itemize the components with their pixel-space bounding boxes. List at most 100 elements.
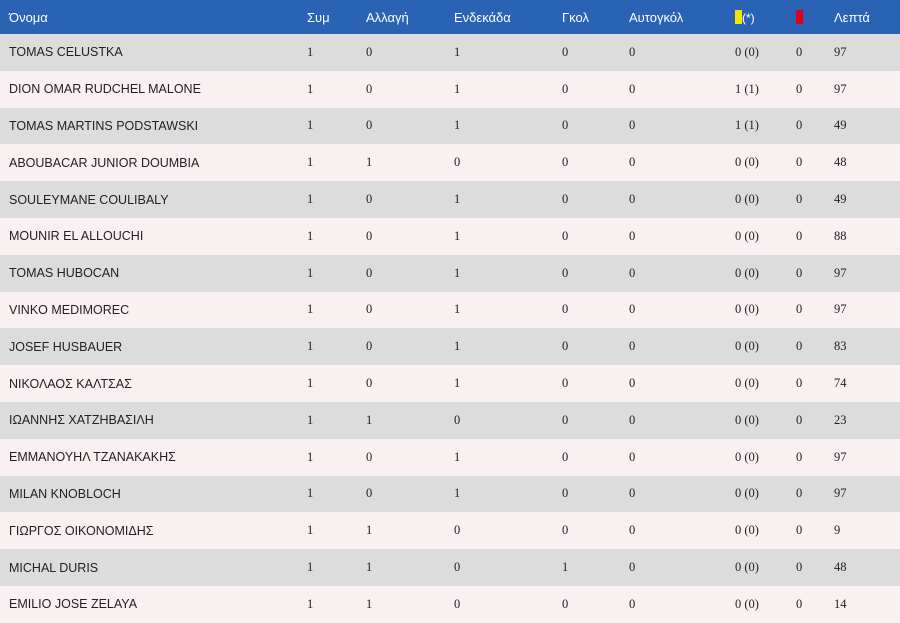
player-yellow-cards: 0 (0) <box>735 523 759 538</box>
player-substitute: 1 <box>366 560 373 575</box>
player-name[interactable]: VINKO MEDIMOREC <box>9 302 130 317</box>
table-row: DION OMAR RUDCHEL MALONE 1 0 1 0 0 1 (1) 0 97 <box>0 70 900 108</box>
player-minutes: 97 <box>834 449 847 464</box>
player-red-cards: 0 <box>796 265 803 280</box>
player-yellow-cards: 0 (0) <box>735 560 759 575</box>
player-own-goals: 0 <box>629 302 636 317</box>
player-own-goals: 0 <box>629 449 636 464</box>
table-row: VINKO MEDIMOREC 1 0 1 0 0 0 (0) 0 97 <box>0 291 900 329</box>
player-own-goals: 0 <box>629 155 636 170</box>
player-minutes: 83 <box>834 339 847 354</box>
player-minutes: 97 <box>834 302 847 317</box>
column-header-own-goals[interactable]: Αυτογκόλ <box>629 9 684 25</box>
player-name[interactable]: TOMAS MARTINS PODSTAWSKI <box>9 118 199 133</box>
player-goals: 0 <box>562 339 569 354</box>
table-header-row: Όνομα Συμ Αλλαγή Ενδεκάδα Γκολ Αυτογκόλ … <box>0 0 900 34</box>
player-red-cards: 0 <box>796 44 803 59</box>
player-starting: 0 <box>454 523 461 538</box>
player-name[interactable]: ΓΙΩΡΓΟΣ ΟΙΚΟΝΟΜΙΔΗΣ <box>9 523 154 538</box>
player-substitute: 0 <box>366 81 373 96</box>
player-goals: 0 <box>562 523 569 538</box>
player-name[interactable]: SOULEYMANE COULIBALY <box>9 192 169 207</box>
player-yellow-cards: 0 (0) <box>735 486 759 501</box>
player-starting: 1 <box>454 302 461 317</box>
column-header-yellow-cards[interactable]: (*) <box>735 0 796 34</box>
player-goals: 0 <box>562 118 569 133</box>
player-name[interactable]: ABOUBACAR JUNIOR DOUMBIA <box>9 155 200 170</box>
player-own-goals: 0 <box>629 376 636 391</box>
player-starting: 1 <box>454 44 461 59</box>
player-name[interactable]: TOMAS HUBOCAN <box>9 266 120 281</box>
player-substitute: 1 <box>366 523 373 538</box>
player-appearances: 1 <box>307 118 314 133</box>
table-row: ABOUBACAR JUNIOR DOUMBIA 1 1 0 0 0 0 (0) 0 48 <box>0 144 900 182</box>
player-substitute: 1 <box>366 155 373 170</box>
column-header-goals[interactable]: Γκολ <box>562 9 589 25</box>
player-red-cards: 0 <box>796 81 803 96</box>
player-goals: 0 <box>562 486 569 501</box>
player-goals: 1 <box>562 560 569 575</box>
player-goals: 0 <box>562 412 569 427</box>
player-own-goals: 0 <box>629 560 636 575</box>
player-goals: 0 <box>562 376 569 391</box>
player-red-cards: 0 <box>796 192 803 207</box>
player-red-cards: 0 <box>796 596 803 611</box>
table-row: TOMAS HUBOCAN 1 0 1 0 0 0 (0) 0 97 <box>0 254 900 292</box>
table-row: EMILIO JOSE ZELAYA 1 1 0 0 0 0 (0) 0 14 <box>0 585 900 623</box>
player-substitute: 0 <box>366 192 373 207</box>
column-header-minutes[interactable]: Λεπτά <box>834 9 870 25</box>
column-header-starting[interactable]: Ενδεκάδα <box>454 9 511 25</box>
player-minutes: 9 <box>834 523 841 538</box>
player-own-goals: 0 <box>629 412 636 427</box>
player-red-cards: 0 <box>796 486 803 501</box>
player-name[interactable]: MILAN KNOBLOCH <box>9 486 121 501</box>
player-appearances: 1 <box>307 486 314 501</box>
player-yellow-cards: 0 (0) <box>735 339 759 354</box>
player-name[interactable]: JOSEF HUSBAUER <box>9 339 123 354</box>
player-substitute: 1 <box>366 412 373 427</box>
player-own-goals: 0 <box>629 228 636 243</box>
column-header-name[interactable]: Όνομα <box>9 9 48 25</box>
player-substitute: 0 <box>366 265 373 280</box>
player-red-cards: 0 <box>796 155 803 170</box>
column-header-red-cards[interactable] <box>796 0 834 34</box>
column-header-substitute[interactable]: Αλλαγή <box>366 9 409 25</box>
player-name[interactable]: EMILIO JOSE ZELAYA <box>9 597 138 612</box>
player-red-cards: 0 <box>796 449 803 464</box>
player-starting: 1 <box>454 376 461 391</box>
player-appearances: 1 <box>307 44 314 59</box>
player-appearances: 1 <box>307 596 314 611</box>
player-name[interactable]: ΝΙΚΟΛΑΟΣ ΚΑΛΤΣΑΣ <box>9 376 132 391</box>
player-yellow-cards: 0 (0) <box>735 192 759 207</box>
player-name[interactable]: TOMAS CELUSTKA <box>9 45 123 60</box>
player-name[interactable]: MOUNIR EL ALLOUCHI <box>9 229 144 244</box>
player-name[interactable]: ΕΜΜΑΝΟΥΗΛ ΤΖΑΝΑΚΑΚΗΣ <box>9 450 176 465</box>
player-minutes: 49 <box>834 192 847 207</box>
player-name[interactable]: MICHAL DURIS <box>9 560 99 575</box>
table-body: TOMAS CELUSTKA 1 0 1 0 0 0 (0) 0 97 DION OMAR RUD… <box>0 34 900 623</box>
column-header-appearances[interactable]: Συμ <box>307 9 330 25</box>
player-minutes: 74 <box>834 376 847 391</box>
table-row: ΙΩΑΝΝΗΣ ΧΑΤΖΗΒΑΣΙΛΗ 1 1 0 0 0 0 (0) 0 23 <box>0 401 900 439</box>
player-red-cards: 0 <box>796 228 803 243</box>
player-substitute: 0 <box>366 339 373 354</box>
player-red-cards: 0 <box>796 302 803 317</box>
player-minutes: 97 <box>834 265 847 280</box>
red-card-icon <box>796 9 803 24</box>
player-minutes: 49 <box>834 118 847 133</box>
player-yellow-cards: 0 (0) <box>735 412 759 427</box>
yellow-card-icon <box>735 9 742 24</box>
player-red-cards: 0 <box>796 118 803 133</box>
player-appearances: 1 <box>307 81 314 96</box>
player-appearances: 1 <box>307 339 314 354</box>
player-name[interactable]: ΙΩΑΝΝΗΣ ΧΑΤΖΗΒΑΣΙΛΗ <box>9 413 154 428</box>
player-own-goals: 0 <box>629 596 636 611</box>
player-goals: 0 <box>562 81 569 96</box>
player-minutes: 88 <box>834 228 847 243</box>
table-row: ΕΜΜΑΝΟΥΗΛ ΤΖΑΝΑΚΑΚΗΣ 1 0 1 0 0 0 (0) 0 97 <box>0 438 900 476</box>
table-row: TOMAS CELUSTKA 1 0 1 0 0 0 (0) 0 97 <box>0 34 900 71</box>
player-starting: 0 <box>454 155 461 170</box>
player-name[interactable]: DION OMAR RUDCHEL MALONE <box>9 82 201 97</box>
player-red-cards: 0 <box>796 560 803 575</box>
